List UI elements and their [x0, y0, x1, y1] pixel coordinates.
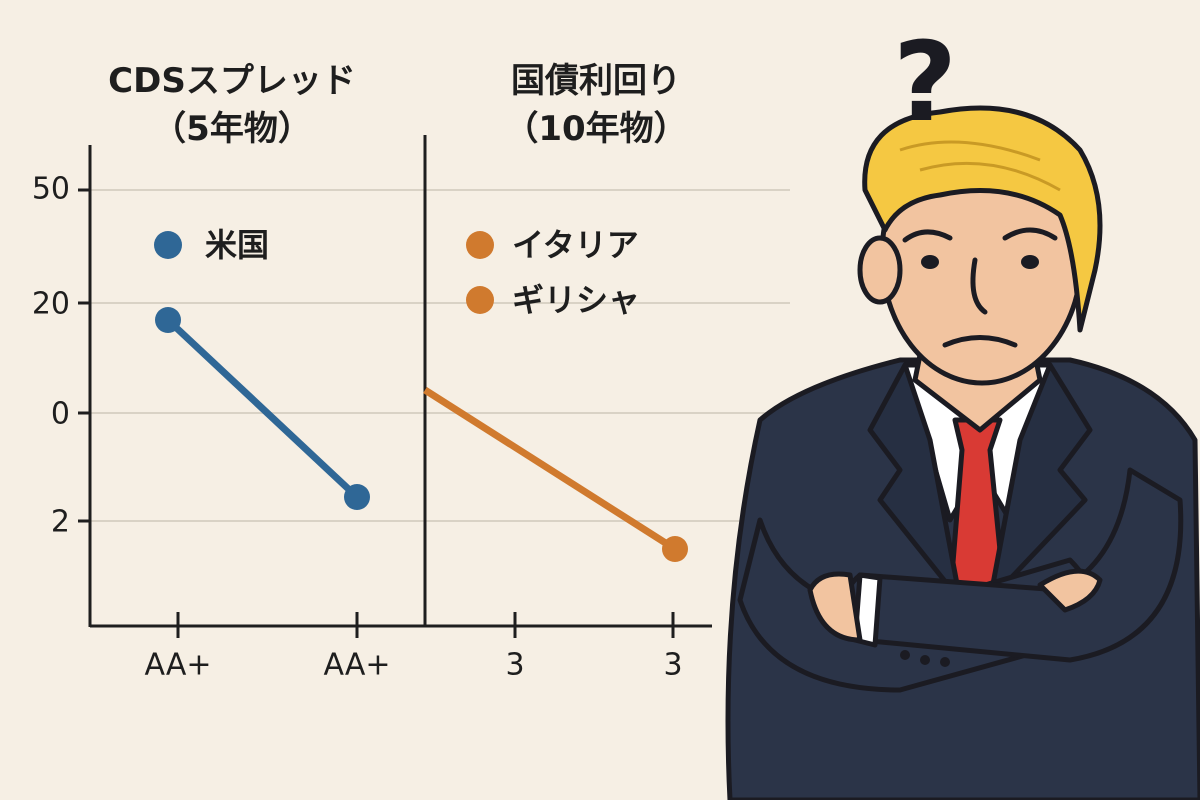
- x-label: 3: [663, 648, 682, 683]
- axes: [78, 135, 712, 638]
- shape: [867, 362, 963, 603]
- point: [344, 484, 370, 510]
- shape: [857, 235, 903, 305]
- panel-subtitle: （5年物）: [152, 109, 312, 149]
- point: [662, 536, 688, 562]
- legend-label: 米国: [205, 226, 269, 264]
- y-label: 2: [51, 505, 70, 540]
- shape: [862, 105, 1103, 333]
- panel-subtitle: （10年物）: [504, 109, 687, 149]
- panel-title: 国債利回り: [511, 61, 681, 101]
- legend-label: イタリア: [512, 226, 639, 264]
- shape: [921, 255, 939, 269]
- x-label: 3: [505, 648, 524, 683]
- point: [155, 307, 181, 333]
- question-mark: ?: [893, 18, 957, 146]
- y-label: 50: [32, 172, 70, 207]
- shape: [920, 655, 930, 665]
- shape: [1021, 255, 1039, 269]
- y-label: 0: [51, 397, 70, 432]
- shape: [987, 362, 1093, 603]
- shape: [1037, 568, 1103, 613]
- y-label: 20: [32, 287, 70, 322]
- legend-dot: [154, 231, 182, 259]
- cartoon-figure: ?: [725, 18, 1200, 800]
- panel-title: CDSスプレッド: [108, 61, 356, 101]
- shape: [970, 257, 988, 315]
- trend-line: [165, 317, 360, 500]
- legend-dot: [466, 231, 494, 259]
- grid: [90, 189, 790, 522]
- shape: [899, 140, 1061, 192]
- shape: [807, 571, 863, 643]
- x-label: AA+: [144, 648, 211, 683]
- trend-line: [423, 387, 677, 552]
- shape: [940, 657, 950, 667]
- legend-label: ギリシャ: [512, 281, 640, 319]
- shape: [942, 335, 1018, 348]
- shape: [900, 650, 910, 660]
- legend-dot: [466, 286, 494, 314]
- x-label: AA+: [323, 648, 390, 683]
- shape: [902, 227, 1058, 243]
